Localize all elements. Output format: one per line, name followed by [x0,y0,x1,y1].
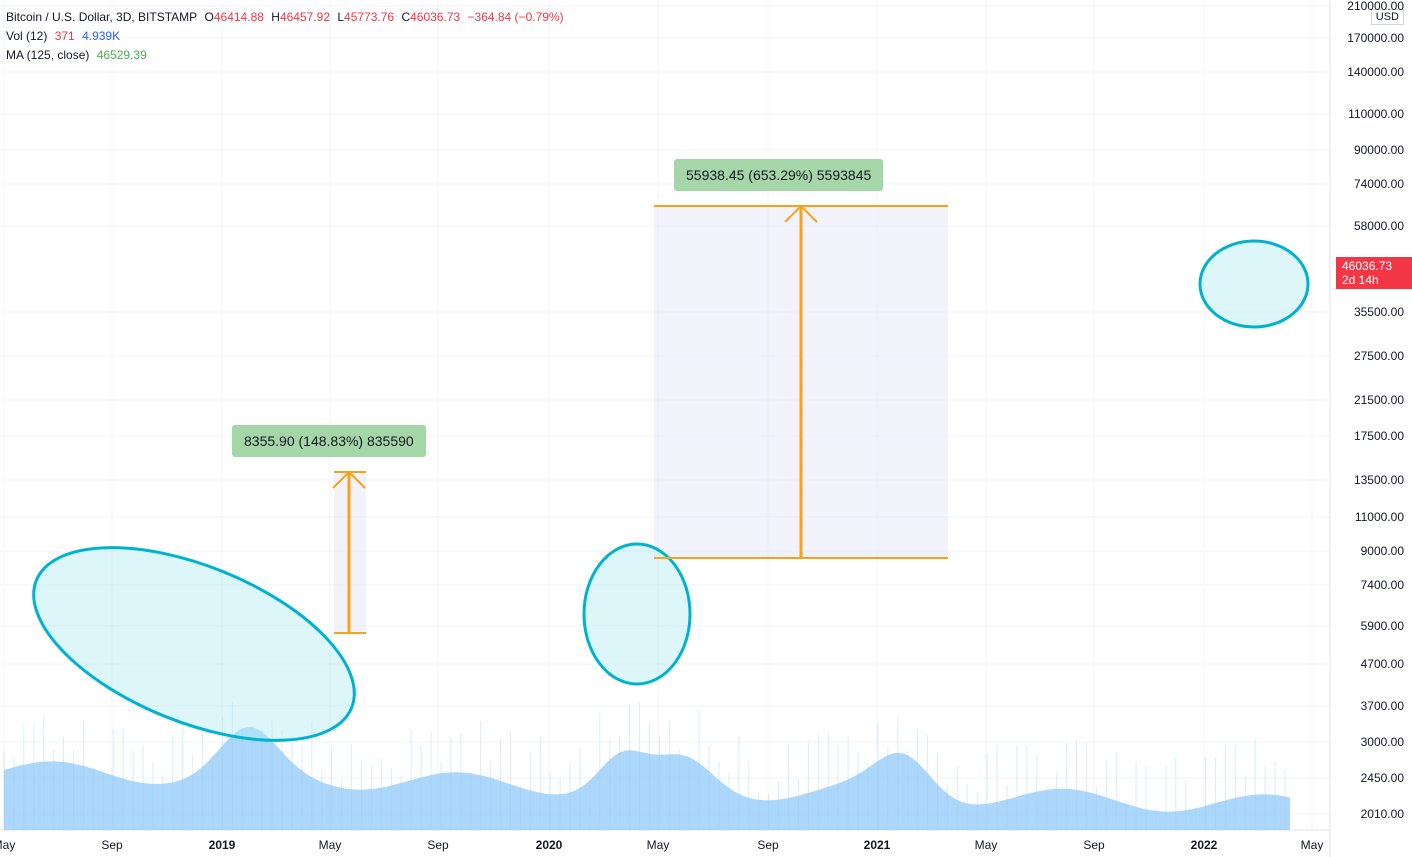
last-price-badge: 46036.73 2d 14h [1336,257,1412,289]
volume-area [4,727,1290,830]
measure-arrow-head [784,204,818,223]
price-tick-label: 17500.00 [1353,429,1404,443]
ma-legend[interactable]: MA (125, close) 46529.39 [6,48,151,62]
ma-value: 46529.39 [96,48,147,62]
price-tick-label: 9000.00 [1360,544,1404,558]
time-tick-label: May [646,838,670,852]
time-tick-label: 2019 [208,838,236,852]
volume-legend[interactable]: Vol (12) 371 4.939K [6,29,124,43]
measure-arrow-1 [332,470,366,634]
highlight-ellipse-2 [582,542,692,686]
time-tick-label: May [0,838,16,852]
price-tick-label: 140000.00 [1347,65,1404,79]
time-tick-label: May [1300,838,1324,852]
ma-label: MA (125, close) [6,48,90,62]
measure-label-2[interactable]: 55938.45 (653.29%) 5593845 [674,159,884,191]
highlight-ellipse-1 [32,546,356,742]
price-tick-label: 4700.00 [1360,657,1404,671]
price-tick-label: 170000.00 [1347,31,1404,45]
price-tick-label: 2010.00 [1360,807,1404,821]
last-price-countdown: 2d 14h [1342,273,1379,287]
price-tick-label: 21500.00 [1353,393,1404,407]
price-tick-label: 3700.00 [1360,699,1404,713]
price-tick-label: 35500.00 [1353,305,1404,319]
highlight-ellipse-3 [1198,239,1310,329]
price-tick-label: 27500.00 [1353,349,1404,363]
symbol-name: Bitcoin / U.S. Dollar, 3D, BITSTAMP [6,10,198,24]
volume-value-a: 371 [54,29,75,43]
price-tick-label: 5900.00 [1360,619,1404,633]
time-tick-label: 2020 [535,838,563,852]
time-tick-label: May [974,838,998,852]
price-tick-label: 13500.00 [1353,473,1404,487]
price-tick-label: 90000.00 [1353,143,1404,157]
time-tick-label: Sep [427,838,449,852]
overlay-shapes [32,204,1310,742]
measure-arrow-2 [654,204,948,559]
price-tick-label: 3000.00 [1360,735,1404,749]
change-value: −364.84 (−0.79%) [467,10,564,24]
price-tick-label: 110000.00 [1348,107,1404,121]
symbol-legend[interactable]: Bitcoin / U.S. Dollar, 3D, BITSTAMP O464… [6,10,568,24]
currency-badge[interactable]: USD [1370,9,1404,25]
time-tick-label: Sep [101,838,123,852]
volume-bars [3,701,1290,830]
price-tick-label: 210000.00 [1347,0,1404,13]
low-value: L45773.76 [337,10,395,24]
high-value: H46457.92 [271,10,330,24]
price-tick-label: 7400.00 [1360,578,1404,592]
volume-label: Vol (12) [6,29,48,43]
measure-arrow-head [332,470,366,489]
last-price-value: 46036.73 [1342,259,1393,273]
price-tick-label: 11000.00 [1354,510,1404,524]
time-tick-label: Sep [757,838,779,852]
close-value: C46036.73 [401,10,461,24]
price-tick-label: 2450.00 [1360,771,1404,785]
price-tick-label: 58000.00 [1353,219,1404,233]
price-tick-label: 74000.00 [1353,177,1404,191]
time-tick-label: May [318,838,342,852]
time-tick-label: 2022 [1190,838,1218,852]
time-tick-label: 2021 [863,838,891,852]
volume-value-b: 4.939K [82,29,121,43]
open-value: O46414.88 [204,10,264,24]
time-tick-label: Sep [1083,838,1105,852]
measure-label-1[interactable]: 8355.90 (148.83%) 835590 [232,425,426,457]
